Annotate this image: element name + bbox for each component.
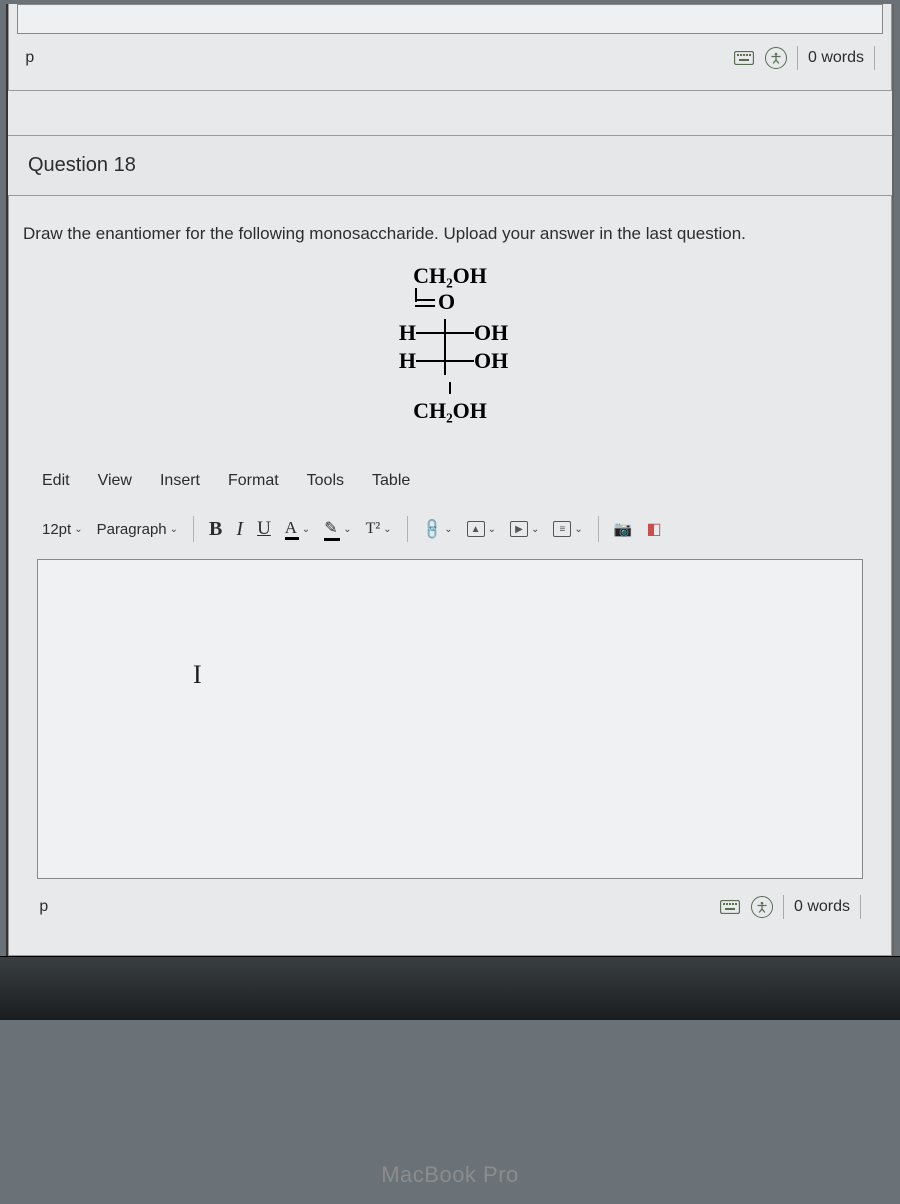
chevron-down-icon: ⌄ [343,524,351,535]
separator [193,516,194,542]
document-button[interactable]: ≡ ⌄ [548,517,587,541]
textcolor-button[interactable]: A ⌄ [280,514,315,544]
superscript-button[interactable]: T² ⌄ [361,516,397,542]
element-path-bottom[interactable]: p [39,898,49,916]
highlight-button[interactable]: ✎ ⌄ [319,514,356,545]
chevron-down-icon: ⌄ [488,524,496,535]
divider [874,46,875,70]
chem-o: O [438,288,498,317]
record-button[interactable]: 📷 [609,516,638,542]
chem-oh2: OH [474,347,534,376]
menu-format[interactable]: Format [223,468,284,494]
blockformat-select[interactable]: Paragraph ⌄ [92,517,183,542]
editor-textarea[interactable]: I [37,559,863,879]
divider [783,895,784,919]
fontsize-select[interactable]: 12pt ⌄ [37,517,88,542]
chevron-down-icon: ⌄ [531,524,539,535]
chemical-structure: CH₂OH O H OH H [23,256,877,456]
textcolor-a: A [285,518,297,537]
divider [797,46,798,70]
document-icon: ≡ [553,521,571,537]
chem-h1: H [366,319,416,348]
chevron-down-icon: ⌄ [574,524,582,535]
element-path-top[interactable]: p [25,49,35,67]
image-button[interactable]: ▲ ⌄ [462,517,501,541]
media-button[interactable]: ▶ ⌄ [505,517,544,541]
previous-editor-area[interactable] [17,4,883,34]
word-count-bottom: 0 words [794,898,850,916]
separator [598,516,599,542]
menu-view[interactable]: View [93,468,137,494]
blockformat-label: Paragraph [97,521,167,538]
camera-icon: 📷 [614,520,633,538]
chevron-down-icon: ⌄ [74,524,82,535]
media-icon: ▶ [510,521,528,537]
question-title: Question 18 [8,135,892,196]
bold-button[interactable]: B [204,514,227,545]
menu-table[interactable]: Table [367,468,415,494]
macbook-label: MacBook Pro [381,1162,519,1188]
underline-button[interactable]: U [252,514,276,544]
highlighter-icon: ✎ [324,520,337,537]
chevron-down-icon: ⌄ [444,524,452,535]
super-label: T² [366,520,381,538]
chem-row-5: CH₂OH [366,397,534,426]
link-icon: 🔗 [419,516,445,542]
separator [407,516,408,542]
menu-tools[interactable]: Tools [302,468,349,494]
keyboard-icon[interactable] [733,47,755,69]
menu-insert[interactable]: Insert [155,468,205,494]
plugin-icon: ◧ [646,519,661,539]
chem-h2: H [366,347,416,376]
plugin-button[interactable]: ◧ [641,515,666,543]
italic-button[interactable]: I [231,514,248,545]
word-count-top: 0 words [808,49,864,67]
accessibility-icon[interactable] [751,896,773,918]
text-cursor-icon: I [193,660,202,690]
chevron-down-icon: ⌄ [170,524,178,535]
menu-edit[interactable]: Edit [37,468,75,494]
macos-dock[interactable] [0,956,900,1020]
keyboard-icon[interactable] [719,896,741,918]
editor-toolbar: 12pt ⌄ Paragraph ⌄ B I U A ⌄ ✎ ⌄ T² ⌄ [23,506,877,559]
fontsize-label: 12pt [42,521,71,538]
chevron-down-icon: ⌄ [302,524,310,535]
question-prompt: Draw the enantiomer for the following mo… [23,224,877,256]
chevron-down-icon: ⌄ [383,524,391,535]
link-button[interactable]: 🔗 ⌄ [418,516,458,542]
image-icon: ▲ [467,521,485,537]
accessibility-icon[interactable] [765,47,787,69]
chem-row-1: CH₂OH [366,262,534,291]
editor-menubar: Edit View Insert Format Tools Table [23,456,877,506]
divider [860,895,861,919]
chem-oh1: OH [474,319,534,348]
